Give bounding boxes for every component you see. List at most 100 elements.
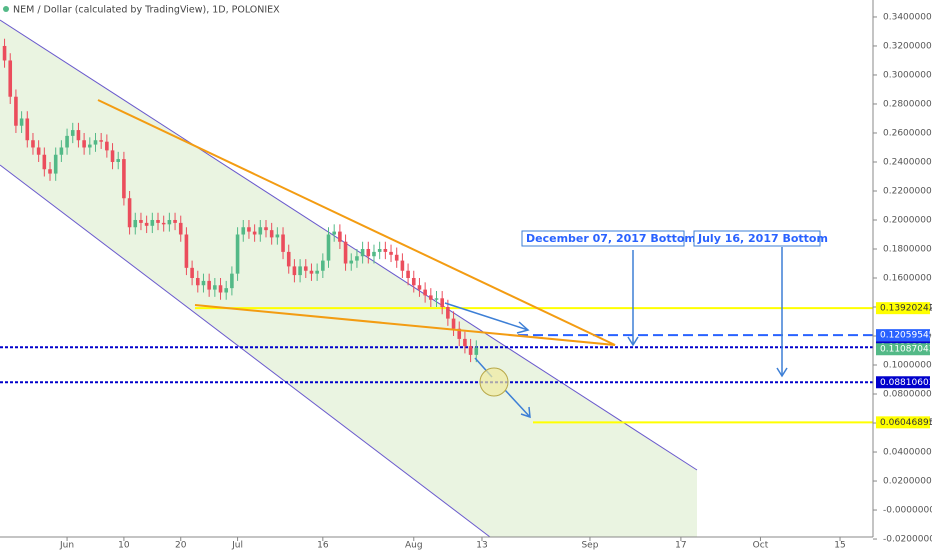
annotation-box xyxy=(693,230,821,247)
candle-body xyxy=(400,260,405,271)
candle-body xyxy=(70,130,75,136)
candle-body xyxy=(150,219,155,226)
x-tick-label: Aug xyxy=(405,541,423,550)
candle-body xyxy=(468,346,473,355)
y-tick-label: 0.34000000 xyxy=(883,12,932,22)
candle-body xyxy=(247,227,251,232)
y-tick-label: 0.02000000 xyxy=(883,477,932,487)
candle-body xyxy=(144,222,149,226)
candle-body xyxy=(235,234,240,274)
level-label: 0.12059545 xyxy=(880,331,932,341)
candle-body xyxy=(2,45,7,61)
x-tick-label: 15 xyxy=(834,541,845,550)
y-tick-label: 0.28000000 xyxy=(883,99,932,109)
candle-body xyxy=(207,280,211,290)
candle-body xyxy=(269,230,274,238)
candle-body xyxy=(195,277,200,286)
y-tick-label: 0.30000000 xyxy=(883,70,932,80)
candle-body xyxy=(122,159,126,199)
candle-body xyxy=(116,159,121,162)
x-tick-label: Oct xyxy=(753,541,769,550)
y-tick-label: 0.10000000 xyxy=(883,361,932,371)
candle-body xyxy=(440,298,444,308)
arrows xyxy=(444,247,788,419)
candle-body xyxy=(133,219,138,228)
target-circle xyxy=(479,367,509,397)
candle-body xyxy=(258,227,263,235)
candle-body xyxy=(59,147,64,155)
level-label-bg xyxy=(876,376,930,389)
candle-body xyxy=(48,169,52,174)
candle-body xyxy=(139,219,143,223)
candle-body xyxy=(372,251,376,257)
x-tick-label: 17 xyxy=(675,541,686,550)
level-label-bg xyxy=(876,302,930,315)
channel-lower xyxy=(0,164,491,538)
triangle-lower xyxy=(194,304,616,346)
candle-body xyxy=(406,270,410,278)
candle-body xyxy=(93,140,98,145)
candle-body xyxy=(303,266,308,271)
status-dot xyxy=(3,6,9,12)
candle-body xyxy=(8,60,13,97)
candle-body xyxy=(241,227,246,235)
candle-body xyxy=(42,154,47,170)
y-tick-label: 0.26000000 xyxy=(883,128,932,138)
x-tick-label: Sep xyxy=(581,541,598,550)
candle-body xyxy=(286,251,291,267)
y-tick-label: 0.16000000 xyxy=(883,273,932,283)
candle-body xyxy=(309,270,314,274)
channel-upper xyxy=(0,19,698,471)
candle-body xyxy=(178,222,183,235)
candle-body xyxy=(252,231,257,235)
candle-body xyxy=(25,118,30,141)
candle-body xyxy=(377,248,382,252)
candle-body xyxy=(190,267,194,278)
candle-body xyxy=(19,118,24,126)
candle-body xyxy=(383,248,388,252)
annotation: December 07, 2017 Bottom xyxy=(526,232,696,245)
candle-body xyxy=(360,248,365,257)
candle-body xyxy=(14,96,18,126)
candle-body xyxy=(173,219,177,223)
level-label: 0.06046895 xyxy=(880,418,932,428)
candle-body xyxy=(423,289,427,296)
candle-body xyxy=(446,307,450,319)
candle-body xyxy=(366,248,371,257)
y-tick-label: -0.02000000 xyxy=(883,535,932,545)
level-label-bg xyxy=(876,416,930,429)
candle-body xyxy=(417,285,422,290)
candle-body xyxy=(321,260,325,271)
candle-body xyxy=(326,234,331,261)
y-tick-label: 0.20000000 xyxy=(883,215,932,225)
candle-body xyxy=(167,219,172,225)
candle-body xyxy=(88,144,92,148)
candle-body xyxy=(105,141,109,151)
candle-body xyxy=(156,219,160,223)
x-tick-label: Jul xyxy=(231,541,243,550)
y-tick-label: 0.08000000 xyxy=(883,390,932,400)
candle-body xyxy=(224,288,229,293)
candle-body xyxy=(292,266,297,276)
candle-body xyxy=(332,231,336,235)
candle-body xyxy=(218,285,223,293)
candle-body xyxy=(429,295,433,300)
x-tick-label: 10 xyxy=(118,541,130,550)
channel-fill xyxy=(0,20,697,537)
candle-body xyxy=(394,254,399,261)
y-tick-label: 0.32000000 xyxy=(883,41,932,51)
candle-body xyxy=(281,234,285,252)
candle-body xyxy=(76,130,81,141)
candle-body xyxy=(451,318,456,329)
candle-body xyxy=(184,234,189,268)
last-price-bg xyxy=(876,343,930,356)
y-tick-label: 0.18000000 xyxy=(883,244,932,254)
candle-body xyxy=(201,280,206,286)
candle-body xyxy=(338,231,342,242)
candle-body xyxy=(127,198,132,228)
candle-body xyxy=(315,270,319,274)
candle-body xyxy=(298,266,302,276)
y-tick-label: 0.04000000 xyxy=(883,448,932,458)
x-tick-label: 13 xyxy=(476,541,487,550)
